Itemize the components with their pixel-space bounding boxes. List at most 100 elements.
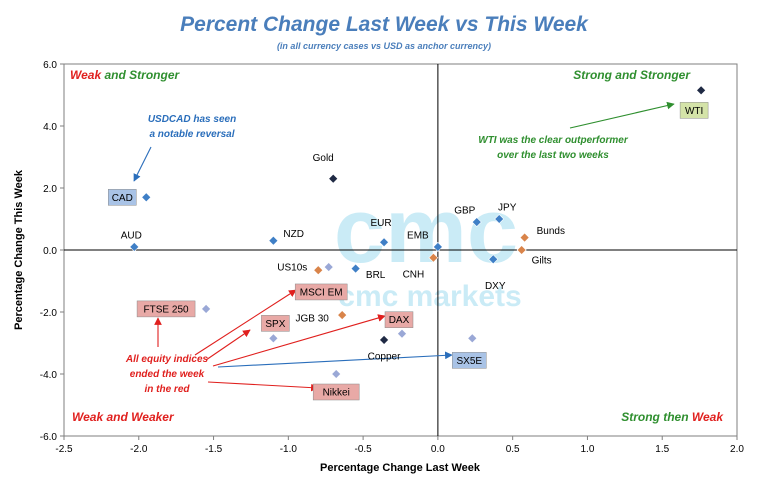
- label-box: [452, 352, 487, 369]
- annotation-arrows: [133, 101, 675, 392]
- arrow-nikkei: [207, 381, 319, 392]
- y-tick-label: -6.0: [40, 432, 58, 443]
- data-points: [129, 85, 707, 379]
- data-point: [379, 237, 389, 248]
- point-label: DAX: [389, 315, 410, 326]
- point-label: Nikkei: [323, 388, 350, 399]
- y-tick-label: -2.0: [40, 308, 58, 319]
- point-label: SPX: [265, 319, 285, 330]
- point-label: NZD: [283, 229, 304, 240]
- note-usdcad-1: USDCAD has seen: [148, 114, 236, 125]
- data-point: [696, 85, 707, 96]
- point-label: JGB 30: [295, 314, 329, 325]
- point-label: Gilts: [532, 256, 552, 267]
- quadrant-bottom-left-a: Weak: [72, 410, 104, 424]
- point-label: CNH: [403, 269, 425, 280]
- point-label: Copper: [368, 351, 401, 362]
- x-axis-label: Percentage Change Last Week: [320, 462, 481, 474]
- point-label: DXY: [485, 281, 506, 292]
- point-label: SX5E: [456, 356, 482, 367]
- quadrant-bottom-right-b: then: [660, 410, 692, 424]
- point-label: EMB: [407, 230, 429, 241]
- axes: -2.5 -2.0 -1.5 -1.0 -0.5 0.0 0.5 1.0 1.5 2.0 6.0 4.…: [40, 60, 745, 455]
- point-label: US10s: [277, 263, 307, 274]
- label-box: [384, 311, 414, 328]
- data-point: [494, 214, 505, 224]
- arrow-spx: [205, 329, 251, 361]
- data-point: [268, 333, 279, 344]
- x-tick-label: 0.5: [506, 444, 520, 455]
- x-tick-label: -2.0: [130, 444, 148, 455]
- y-tick-label: 0.0: [43, 246, 57, 257]
- data-point: [471, 217, 482, 228]
- point-label: BRL: [366, 270, 386, 281]
- arrow-msci: [194, 289, 297, 356]
- data-point: [379, 334, 389, 345]
- y-tick-label: -4.0: [40, 370, 58, 381]
- point-label: GBP: [454, 206, 475, 217]
- x-tick-label: -1.5: [205, 444, 223, 455]
- arrow-wti: [569, 101, 675, 129]
- point-labels: CAD AUD NZD EUR EMB GBP JPY DXY BRL CNH US10s Bunds…: [108, 102, 709, 401]
- arrow-dax: [212, 314, 386, 367]
- data-point: [488, 254, 499, 265]
- label-box: [312, 383, 360, 401]
- watermark-text: cmc markets: [338, 280, 521, 313]
- x-tick-label: -2.5: [55, 444, 73, 455]
- x-tick-label: 1.5: [655, 444, 669, 455]
- data-point: [141, 192, 152, 203]
- point-label: FTSE 250: [144, 304, 189, 315]
- point-label: MSCI EM: [300, 287, 343, 298]
- data-point: [397, 328, 407, 339]
- watermark: cmc cmc markets: [334, 180, 522, 313]
- x-tick-label: -1.0: [280, 444, 298, 455]
- label-box: [679, 102, 709, 119]
- x-tick-label: 2.0: [730, 444, 744, 455]
- data-point: [323, 262, 334, 272]
- data-point: [337, 310, 348, 321]
- quadrant-bottom-left-b: and: [103, 410, 131, 424]
- label-box: [261, 315, 290, 332]
- watermark-logo: cmc: [334, 180, 518, 282]
- data-point: [428, 252, 439, 263]
- x-tick-label: 1.0: [580, 444, 594, 455]
- point-label: CAD: [112, 193, 133, 204]
- x-tick-label: 0.0: [431, 444, 445, 455]
- y-tick-label: 6.0: [43, 60, 57, 71]
- label-box: [294, 283, 348, 301]
- label-box: [136, 300, 196, 318]
- data-point: [350, 263, 361, 274]
- quadrant-bottom-right: Strong then Weak: [621, 410, 724, 424]
- quadrant-top-left-c: Stronger: [129, 68, 180, 82]
- quadrant-bottom-right-c: Weak: [692, 410, 724, 424]
- quadrant-top-left-b: and: [101, 68, 129, 82]
- point-label: EUR: [370, 218, 391, 229]
- x-tick-label: -0.5: [354, 444, 372, 455]
- data-point: [432, 241, 443, 252]
- data-point: [519, 232, 530, 243]
- quadrant-top-right-c: Stronger: [640, 68, 691, 82]
- quadrant-bottom-left: Weak and Weaker: [72, 410, 175, 424]
- data-point: [313, 265, 324, 276]
- note-equity-2: ended the week: [130, 369, 205, 380]
- note-wti-1: WTI was the clear outperformer: [478, 135, 629, 146]
- point-label: WTI: [685, 106, 703, 117]
- quadrant-top-left: Weak and Stronger: [70, 68, 180, 82]
- chart-subtitle: (in all currency cases vs USD as anchor …: [277, 41, 491, 51]
- quadrant-bottom-right-a: Strong: [621, 410, 660, 424]
- y-tick-label: 2.0: [43, 184, 57, 195]
- arrow-sx5e: [217, 351, 453, 368]
- note-equity-3: in the red: [144, 384, 190, 395]
- data-point: [268, 235, 279, 246]
- arrow-usdcad: [133, 146, 152, 182]
- quadrant-top-right: Strong and Stronger: [573, 68, 691, 82]
- data-point: [328, 173, 339, 184]
- y-axis-label: Percentage Change This Week: [13, 169, 25, 330]
- chart-title: Percent Change Last Week vs This Week: [180, 13, 589, 36]
- point-label: Gold: [313, 153, 334, 164]
- quadrant-bottom-left-c: Weaker: [131, 410, 175, 424]
- data-point: [331, 369, 342, 379]
- note-equity-1: All equity indices: [125, 354, 209, 365]
- data-point: [129, 241, 140, 252]
- note-usdcad-2: a notable reversal: [149, 129, 234, 140]
